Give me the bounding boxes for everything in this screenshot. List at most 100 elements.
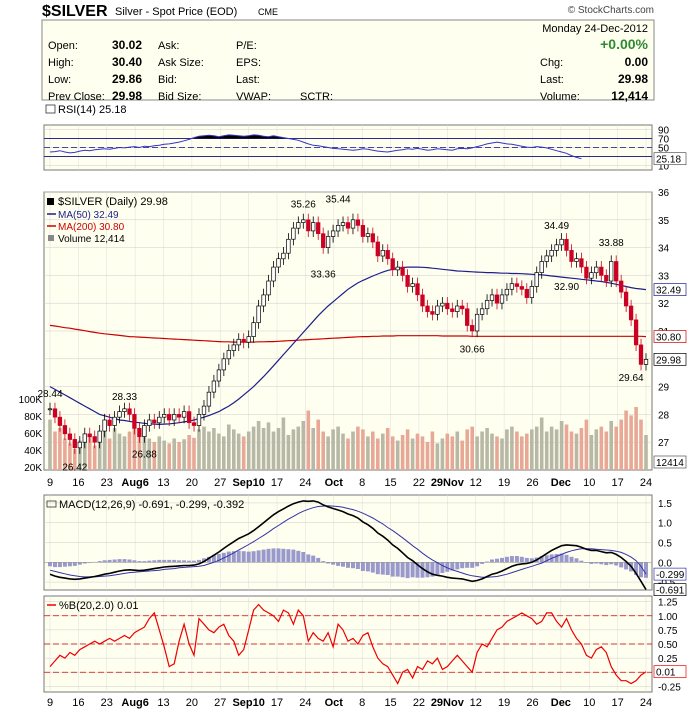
- macd-histogram-bar: [291, 549, 296, 563]
- pctb-line: [49, 603, 647, 685]
- volume-bar: [609, 421, 613, 470]
- x-tick-label: 17: [271, 697, 283, 709]
- volume-legend: Volume 12,414: [58, 234, 125, 245]
- price-annotation: 35.44: [326, 195, 351, 206]
- x-tick-label: 9: [47, 477, 53, 489]
- macd-histogram-bar: [355, 562, 360, 569]
- macd-histogram-bar: [97, 561, 102, 563]
- volume-last-label-box: [653, 455, 687, 469]
- y-tick-label: 36: [658, 188, 670, 199]
- volume-bar: [534, 426, 539, 470]
- volume-bar: [271, 431, 276, 470]
- macd-histogram-bar: [72, 562, 77, 566]
- quote-label: P/E:: [236, 40, 257, 52]
- macd-histogram-bar: [266, 548, 271, 563]
- volume-bar: [217, 433, 221, 470]
- rsi-legend: RSI(14) 25.18: [58, 104, 126, 116]
- macd-histogram-bar: [211, 555, 216, 563]
- pctb-last-label: 0.01: [656, 668, 676, 679]
- candle-body: [261, 294, 266, 307]
- macd-histogram-bar: [321, 561, 326, 563]
- candle-body: [450, 308, 455, 312]
- volume-bar: [266, 422, 271, 470]
- macd-histogram-bar: [341, 562, 345, 567]
- candle-body: [62, 425, 68, 435]
- volume-bar: [445, 433, 450, 470]
- pctb-legend: %B(20,2.0) 0.01: [59, 600, 139, 612]
- volume-bar: [614, 426, 618, 470]
- volume-bar: [241, 436, 246, 470]
- macd-histogram-bar: [480, 562, 485, 564]
- candle-body: [365, 233, 371, 237]
- candle-body: [186, 411, 192, 424]
- candle-body: [584, 266, 589, 279]
- macd-histogram-bar: [261, 549, 266, 563]
- x-tick-label: 23: [101, 697, 113, 709]
- ma50-legend: MA(50) 32.49: [58, 210, 119, 221]
- candle-body: [211, 380, 217, 393]
- volume-bar: [381, 433, 385, 470]
- candle-body: [137, 427, 142, 437]
- candle-body: [544, 255, 549, 262]
- macd-histogram-bar: [425, 562, 430, 578]
- quote-label: High:: [48, 57, 74, 69]
- macd-histogram-bar: [102, 560, 107, 563]
- x-tick-label: 26: [526, 697, 538, 709]
- volume-bar: [520, 436, 524, 470]
- volume-bar: [619, 419, 623, 470]
- price-panel: 2728293031323334353628.4426.4228.3326.88…: [37, 188, 687, 473]
- x-tick-label: 10: [583, 477, 595, 489]
- volume-bar: [311, 428, 315, 470]
- candle-body: [157, 416, 162, 424]
- ma50-last-label: 32.49: [656, 286, 681, 297]
- volume-bar: [177, 442, 181, 470]
- macd-histogram-bar: [539, 556, 544, 563]
- macd-histogram-bar: [331, 562, 336, 565]
- x-tick-label: Dec: [551, 697, 571, 709]
- candle-body: [226, 350, 231, 360]
- candle-body: [296, 222, 301, 229]
- macd-histogram-bar: [410, 562, 415, 578]
- volume-bar: [624, 410, 628, 470]
- macd-histogram-bar: [430, 562, 435, 577]
- volume-bar: [187, 435, 191, 470]
- y-tick-label: 1.0: [658, 519, 672, 530]
- quote-label: Last:: [236, 74, 260, 86]
- x-tick-label: 16: [72, 697, 84, 709]
- quote-label: Volume:: [540, 91, 580, 103]
- volume-legend-swatch: [48, 235, 54, 241]
- macd-histogram-bar: [390, 562, 395, 577]
- candle-body: [172, 414, 177, 421]
- volume-bar: [510, 426, 514, 470]
- macd-histogram-bar: [465, 562, 470, 568]
- macd-histogram-bar: [594, 562, 599, 564]
- price-annotation: 33.88: [599, 238, 624, 249]
- volume-bar: [579, 428, 584, 470]
- candle-body: [484, 300, 490, 310]
- macd-histogram-bar: [336, 562, 341, 566]
- candle-body: [301, 219, 306, 223]
- macd-histogram-bar: [197, 559, 201, 563]
- candle-body: [465, 308, 470, 326]
- volume-bar: [207, 431, 211, 470]
- volume-bar: [525, 433, 529, 470]
- quote-label: Low:: [48, 74, 71, 86]
- x-tick-label: Aug6: [121, 477, 149, 489]
- macd-histogram-bar: [236, 550, 241, 563]
- volume-bar: [460, 440, 464, 470]
- x-tick-label: Oct: [325, 477, 344, 489]
- volume-bar: [78, 440, 82, 470]
- candle-body: [345, 222, 351, 229]
- volume-bar: [296, 426, 301, 470]
- macd-histogram-bar: [251, 551, 256, 563]
- y-tick-label: 33: [658, 271, 670, 282]
- macd-histogram-bar: [504, 556, 509, 563]
- y-tick-label: 34: [658, 244, 670, 255]
- volume-tick-label: 40K: [24, 446, 42, 457]
- macd-histogram-bar: [380, 562, 385, 575]
- y-tick-label: 0.0: [658, 558, 672, 569]
- volume-bar: [152, 442, 157, 470]
- macd-histogram-bar: [48, 562, 52, 567]
- macd-histogram-bar: [122, 559, 127, 563]
